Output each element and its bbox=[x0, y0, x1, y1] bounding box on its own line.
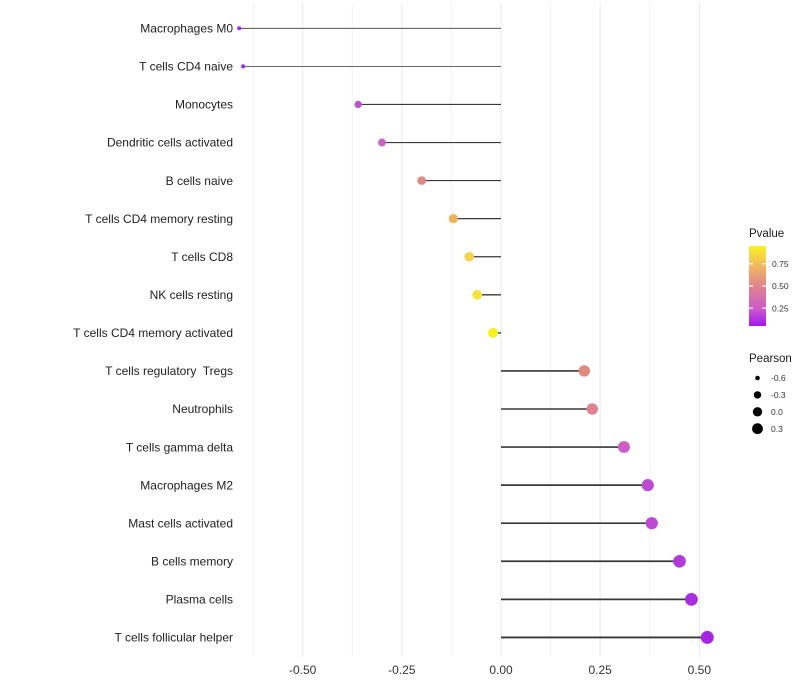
pearson-legend-dot bbox=[752, 407, 763, 417]
y-axis-label: NK cells resting bbox=[150, 288, 233, 302]
pearson-legend-items: -0.6 -0.3 0.0 0.3 bbox=[752, 373, 786, 435]
y-axis-label: T cells CD4 memory resting bbox=[85, 212, 233, 226]
y-axis-label: Monocytes bbox=[175, 98, 233, 112]
y-axis-label: T cells CD4 naive bbox=[139, 60, 233, 74]
x-axis-tick-label: 0.25 bbox=[588, 663, 612, 677]
y-axis-label: T cells CD4 memory activated bbox=[73, 326, 233, 340]
pearson-legend-dot bbox=[755, 375, 760, 381]
pearson-legend-label: 0.3 bbox=[771, 424, 783, 434]
pearson-legend-label: -0.6 bbox=[771, 373, 786, 383]
data-point bbox=[700, 630, 714, 644]
pvalue-tick-label: 0.25 bbox=[772, 303, 789, 313]
pvalue-tick-label: 0.50 bbox=[772, 281, 789, 291]
data-point bbox=[641, 479, 654, 492]
pearson-legend-dot bbox=[753, 391, 762, 399]
y-axis-label: Macrophages M0 bbox=[140, 22, 233, 36]
data-point bbox=[578, 365, 590, 377]
data-point bbox=[673, 554, 686, 568]
data-point bbox=[237, 26, 242, 31]
y-axis-label: Plasma cells bbox=[166, 593, 233, 607]
y-axis-label: B cells naive bbox=[166, 174, 234, 188]
pearson-legend-dot bbox=[752, 423, 763, 435]
y-axis-label: Dendritic cells activated bbox=[107, 136, 233, 150]
x-axis-tick-label: 0.50 bbox=[688, 663, 712, 677]
data-point bbox=[378, 138, 386, 147]
y-axis-label: Neutrophils bbox=[172, 402, 233, 416]
data-point bbox=[417, 176, 427, 185]
data-point bbox=[448, 214, 459, 224]
data-point bbox=[241, 64, 246, 69]
pvalue-legend-title: Pvalue bbox=[749, 228, 784, 240]
pearson-legend-label: 0.0 bbox=[771, 407, 783, 417]
x-axis-tick-label: -0.25 bbox=[388, 663, 416, 677]
data-point bbox=[464, 251, 475, 262]
data-point bbox=[618, 441, 630, 454]
y-axis-label: T cells follicular helper bbox=[115, 631, 234, 645]
x-axis-tick-label: 0.00 bbox=[489, 663, 513, 677]
pvalue-color-legend: Pvalue 0.75 0.50 0.25 bbox=[749, 228, 789, 326]
pearson-legend-title: Pearson bbox=[749, 353, 792, 365]
y-axis-labels: Macrophages M0 T cells CD4 naive Monocytes… bbox=[73, 22, 233, 645]
pearson-size-legend: Pearson -0.6 -0.3 0.0 0.3 bbox=[749, 353, 792, 435]
pvalue-colorbar-ticks: 0.75 0.50 0.25 bbox=[749, 259, 789, 313]
data-point bbox=[645, 517, 658, 530]
y-axis-label: T cells gamma delta bbox=[126, 440, 233, 454]
y-axis-label: T cells CD8 bbox=[171, 250, 233, 264]
data-point bbox=[488, 327, 499, 338]
lollipop-stems bbox=[239, 27, 708, 639]
pvalue-tick-label: 0.75 bbox=[772, 259, 789, 269]
y-axis-label: Macrophages M2 bbox=[140, 478, 233, 492]
x-axis-tick-labels: -0.50 -0.25 0.00 0.25 0.50 bbox=[289, 663, 711, 677]
lollipop-dots bbox=[237, 26, 714, 644]
y-axis-label: Mast cells activated bbox=[128, 516, 233, 530]
pvalue-colorbar bbox=[749, 246, 766, 326]
data-point bbox=[586, 403, 598, 415]
data-point bbox=[354, 100, 362, 109]
data-point bbox=[472, 289, 483, 300]
gridlines bbox=[252, 3, 700, 657]
y-axis-label: B cells memory bbox=[151, 554, 233, 568]
x-axis-tick-label: -0.50 bbox=[289, 663, 317, 677]
y-axis-label: T cells regulatory Tregs bbox=[105, 364, 233, 378]
data-point bbox=[685, 592, 698, 606]
pearson-legend-label: -0.3 bbox=[771, 390, 786, 400]
